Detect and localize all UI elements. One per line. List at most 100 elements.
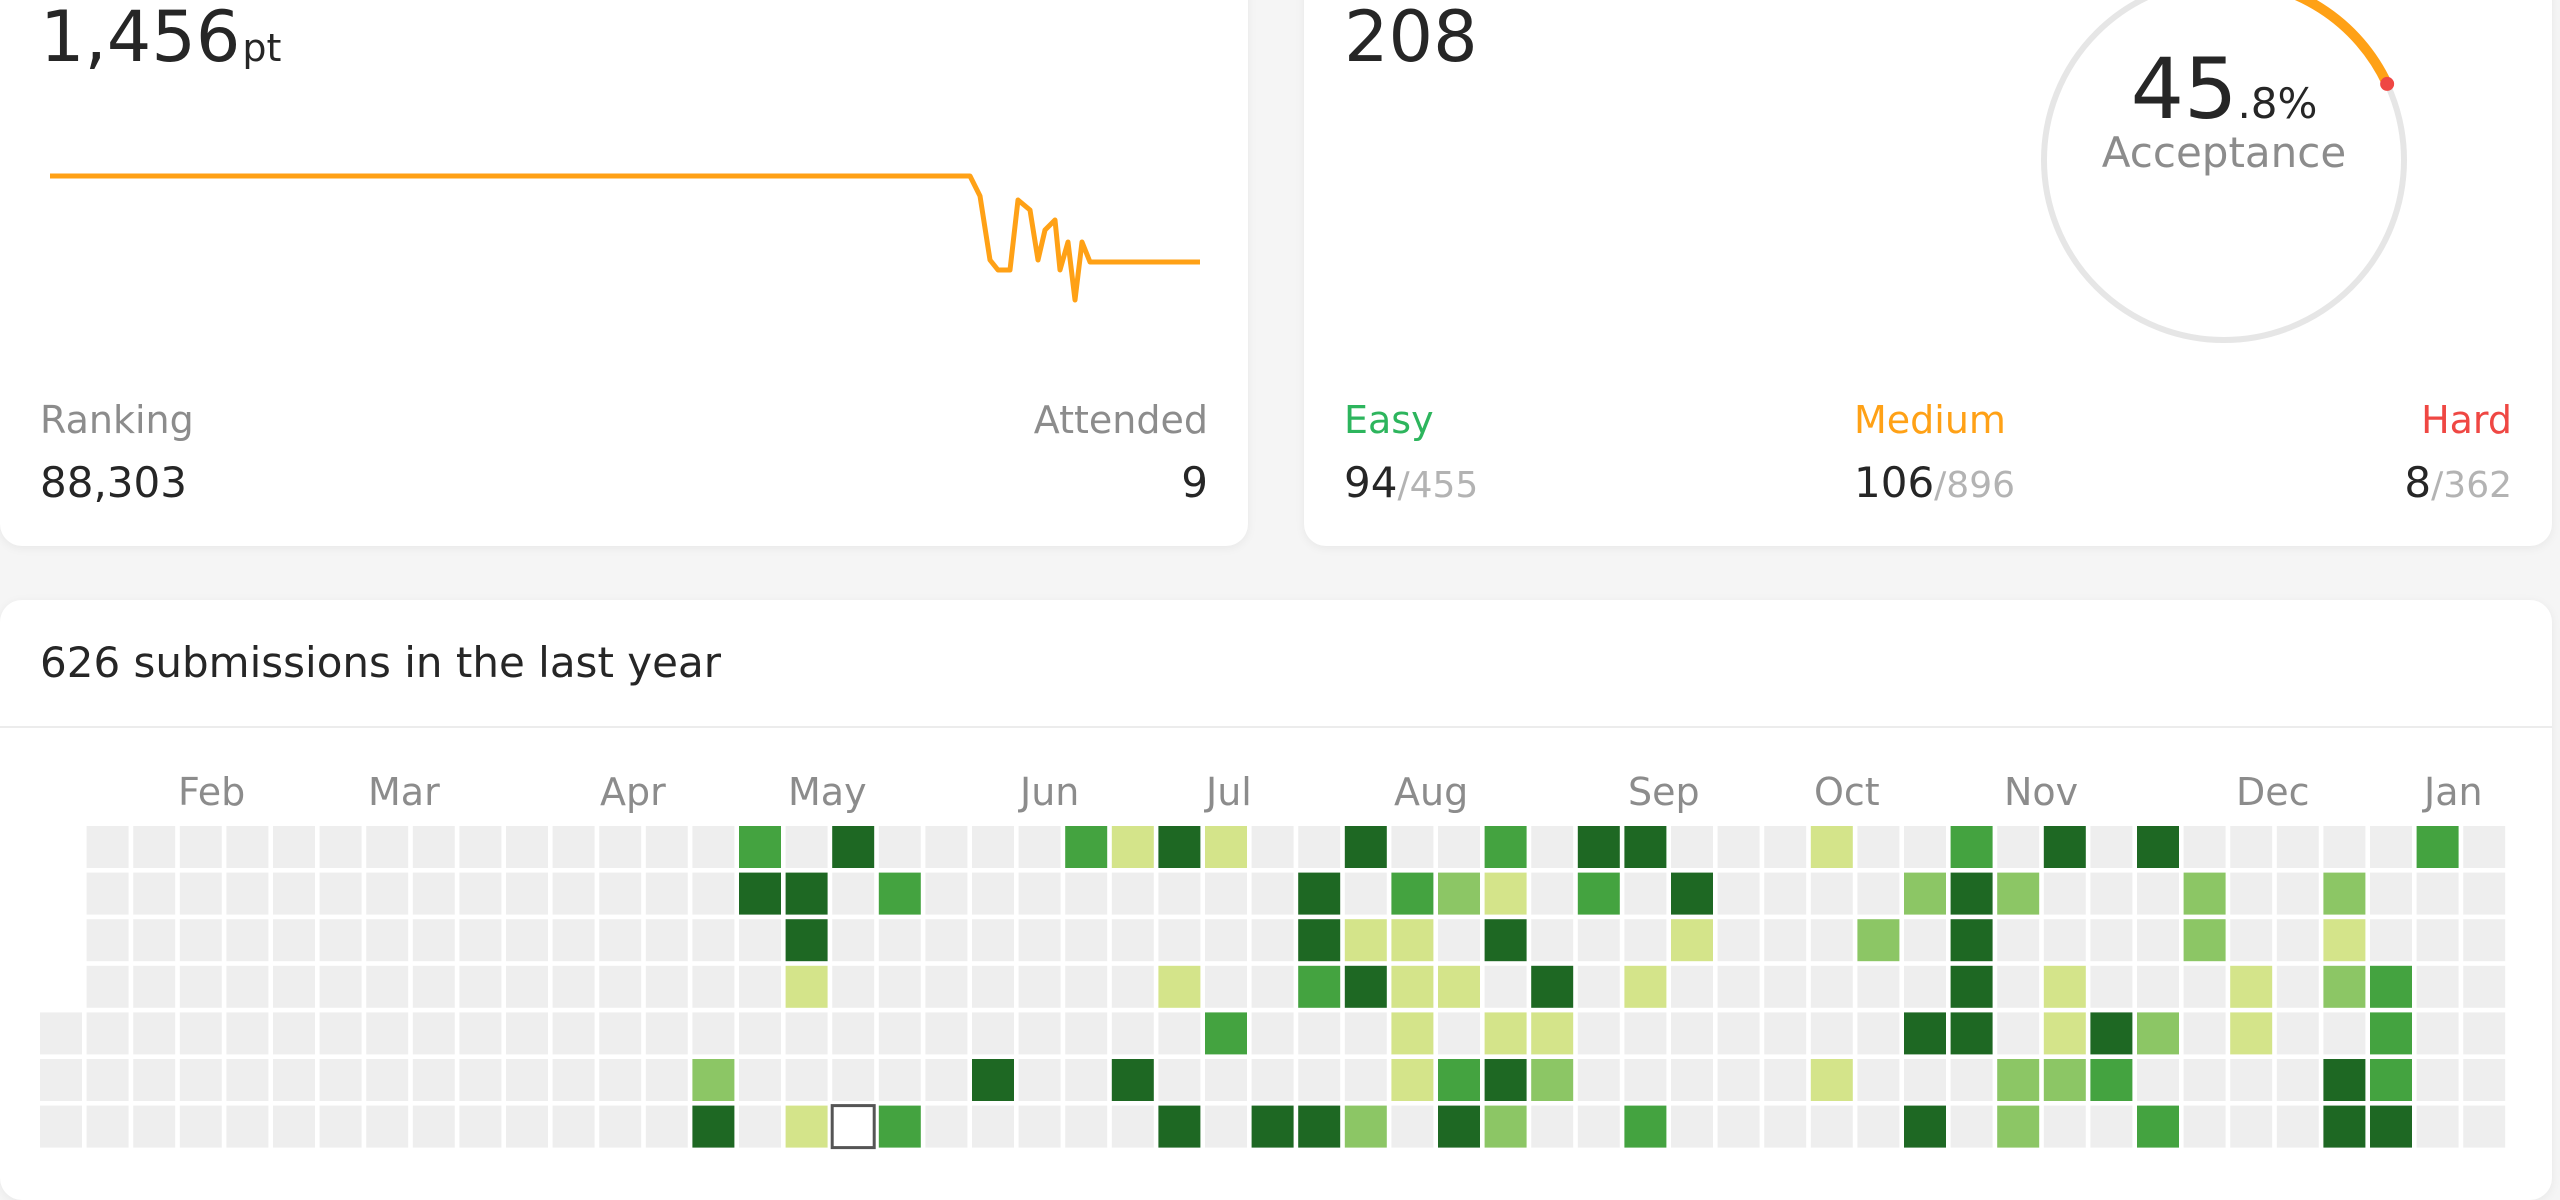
heatmap-day-cell[interactable] — [972, 1105, 1014, 1148]
heatmap-day-cell[interactable] — [2370, 965, 2412, 1008]
heatmap-day-cell[interactable] — [832, 1059, 875, 1101]
heatmap-day-cell[interactable] — [1391, 919, 1434, 962]
heatmap-day-cell[interactable] — [2370, 1105, 2412, 1148]
heatmap-day-cell[interactable] — [2090, 1012, 2133, 1055]
heatmap-day-cell[interactable] — [319, 965, 362, 1008]
heatmap-day-cell[interactable] — [925, 965, 968, 1008]
heatmap-day-cell[interactable] — [133, 1059, 176, 1101]
heatmap-day-cell[interactable] — [226, 872, 269, 915]
heatmap-day-cell[interactable] — [645, 872, 688, 915]
heatmap-day-cell[interactable] — [1624, 965, 1667, 1008]
heatmap-day-cell[interactable] — [785, 872, 828, 915]
heatmap-day-cell[interactable] — [1018, 1105, 1061, 1148]
heatmap-day-cell[interactable] — [2416, 872, 2459, 915]
heatmap-day-cell[interactable] — [692, 872, 735, 915]
heatmap-day-cell[interactable] — [1764, 826, 1807, 868]
heatmap-day-cell[interactable] — [1810, 1012, 1853, 1055]
heatmap-day-cell[interactable] — [785, 1059, 828, 1101]
heatmap-day-cell[interactable] — [1764, 872, 1807, 915]
heatmap-day-cell[interactable] — [319, 919, 362, 962]
heatmap-day-cell[interactable] — [2416, 1012, 2459, 1055]
heatmap-day-cell[interactable] — [2370, 1059, 2412, 1101]
heatmap-day-cell[interactable] — [40, 1012, 82, 1055]
heatmap-day-cell[interactable] — [226, 1012, 269, 1055]
heatmap-day-cell[interactable] — [1018, 965, 1061, 1008]
heatmap-day-cell[interactable] — [1205, 1012, 1247, 1055]
heatmap-day-cell[interactable] — [1997, 919, 2040, 962]
heatmap-day-cell[interactable] — [133, 872, 176, 915]
heatmap-day-cell[interactable] — [1298, 919, 1341, 962]
heatmap-day-cell[interactable] — [2463, 965, 2506, 1008]
heatmap-day-cell[interactable] — [1438, 965, 1480, 1008]
heatmap-day-cell[interactable] — [1111, 1059, 1154, 1101]
heatmap-day-cell[interactable] — [1904, 919, 1946, 962]
heatmap-day-cell[interactable] — [1950, 872, 1993, 915]
heatmap-day-cell[interactable] — [226, 965, 269, 1008]
heatmap-day-cell[interactable] — [1344, 1105, 1387, 1148]
heatmap-day-cell[interactable] — [1251, 1105, 1294, 1148]
heatmap-day-cell[interactable] — [2230, 872, 2273, 915]
heatmap-day-cell[interactable] — [1997, 965, 2040, 1008]
heatmap-day-cell[interactable] — [506, 965, 548, 1008]
heatmap-day-cell[interactable] — [1018, 1059, 1061, 1101]
heatmap-day-cell[interactable] — [1484, 872, 1527, 915]
heatmap-day-cell[interactable] — [366, 1105, 409, 1148]
heatmap-day-cell[interactable] — [1298, 1012, 1341, 1055]
heatmap-day-cell[interactable] — [2276, 965, 2319, 1008]
heatmap-day-cell[interactable] — [2090, 965, 2133, 1008]
heatmap-day-cell[interactable] — [1391, 1012, 1434, 1055]
heatmap-day-cell[interactable] — [692, 826, 735, 868]
heatmap-day-cell[interactable] — [412, 919, 455, 962]
heatmap-day-cell[interactable] — [692, 965, 735, 1008]
heatmap-day-cell[interactable] — [1531, 1012, 1574, 1055]
heatmap-day-cell[interactable] — [1344, 826, 1387, 868]
heatmap-day-cell[interactable] — [1717, 1012, 1760, 1055]
heatmap-day-cell[interactable] — [1764, 919, 1807, 962]
heatmap-day-cell[interactable] — [412, 1105, 455, 1148]
heatmap-day-cell[interactable] — [133, 826, 176, 868]
heatmap-day-cell[interactable] — [179, 872, 222, 915]
heatmap-day-cell[interactable] — [2416, 965, 2459, 1008]
heatmap-day-cell[interactable] — [366, 1059, 409, 1101]
heatmap-day-cell[interactable] — [366, 826, 409, 868]
heatmap-day-cell[interactable] — [2463, 1105, 2506, 1148]
heatmap-day-cell[interactable] — [1438, 1059, 1480, 1101]
heatmap-day-cell[interactable] — [1438, 1012, 1480, 1055]
heatmap-day-cell[interactable] — [1111, 1105, 1154, 1148]
heatmap-day-cell[interactable] — [1764, 1059, 1807, 1101]
heatmap-day-cell[interactable] — [226, 826, 269, 868]
heatmap-day-cell[interactable] — [1158, 872, 1201, 915]
heatmap-day-cell[interactable] — [972, 1059, 1014, 1101]
heatmap-day-cell[interactable] — [1577, 872, 1620, 915]
heatmap-day-cell[interactable] — [1950, 826, 1993, 868]
heatmap-day-cell[interactable] — [1251, 826, 1294, 868]
heatmap-day-cell[interactable] — [1344, 1012, 1387, 1055]
heatmap-day-cell[interactable] — [1671, 872, 1713, 915]
heatmap-day-cell[interactable] — [2090, 1105, 2133, 1148]
heatmap-day-cell[interactable] — [878, 826, 921, 868]
heatmap-day-cell[interactable] — [1904, 965, 1946, 1008]
heatmap-day-cell[interactable] — [1065, 1012, 1108, 1055]
heatmap-day-cell[interactable] — [1158, 826, 1201, 868]
heatmap-day-cell[interactable] — [1577, 919, 1620, 962]
heatmap-day-cell[interactable] — [878, 1012, 921, 1055]
acceptance-ring[interactable] — [2014, 0, 2434, 370]
heatmap-day-cell[interactable] — [1904, 1059, 1946, 1101]
heatmap-day-cell[interactable] — [1624, 826, 1667, 868]
heatmap-day-cell[interactable] — [599, 919, 642, 962]
heatmap-day-cell[interactable] — [40, 1059, 82, 1101]
heatmap-day-cell[interactable] — [1391, 872, 1434, 915]
heatmap-day-cell[interactable] — [2183, 965, 2226, 1008]
heatmap-day-cell[interactable] — [1531, 919, 1574, 962]
heatmap-day-cell[interactable] — [179, 1012, 222, 1055]
heatmap-day-cell[interactable] — [506, 826, 548, 868]
heatmap-day-cell[interactable] — [273, 1059, 315, 1101]
heatmap-day-cell[interactable] — [1950, 1105, 1993, 1148]
heatmap-day-cell[interactable] — [40, 1105, 82, 1148]
heatmap-day-cell[interactable] — [1577, 1059, 1620, 1101]
heatmap-day-cell[interactable] — [2463, 872, 2506, 915]
heatmap-day-cell[interactable] — [1764, 1105, 1807, 1148]
heatmap-day-cell[interactable] — [1717, 919, 1760, 962]
heatmap-day-cell[interactable] — [1950, 1012, 1993, 1055]
heatmap-day-cell[interactable] — [1438, 1105, 1480, 1148]
